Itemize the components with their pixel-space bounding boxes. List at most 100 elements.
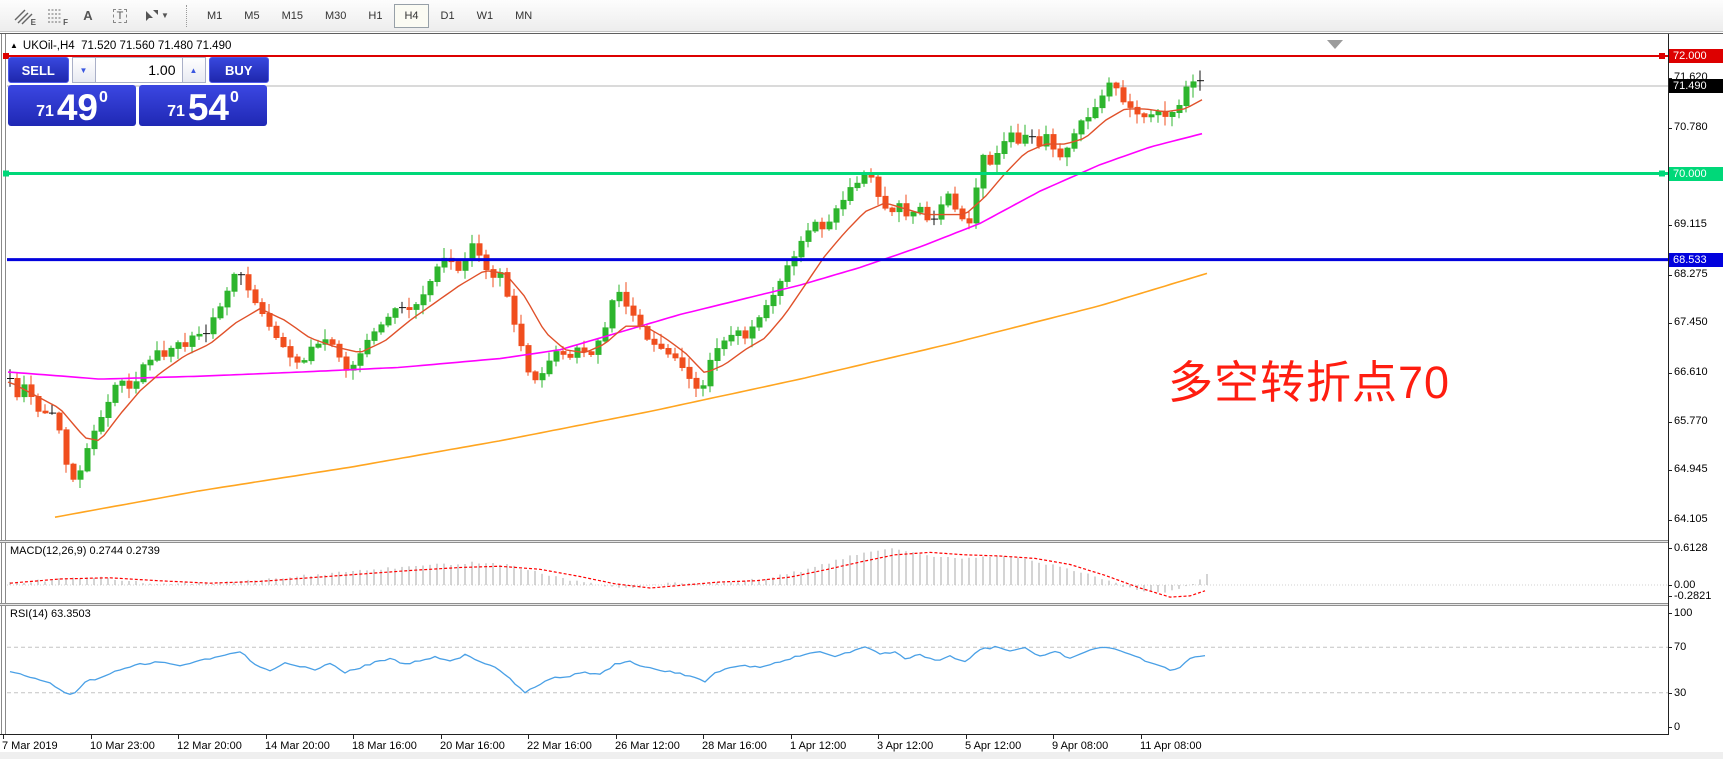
time-tick-label: 12 Mar 20:00	[177, 740, 242, 752]
volume-decrease-button[interactable]: ▼	[71, 57, 96, 83]
sell-price-frac: 0	[99, 89, 108, 106]
timeframe-h1[interactable]: H1	[368, 9, 383, 22]
hline-handle[interactable]	[1659, 170, 1665, 177]
price-tick-label: 67.450	[1674, 316, 1708, 328]
price-level-badge: 72.000	[1669, 49, 1723, 63]
rsi-tick-mark	[1668, 727, 1672, 728]
price-tick-mark	[1668, 78, 1672, 79]
time-tick-label: 9 Apr 08:00	[1052, 740, 1109, 752]
chart-collapse-icon: ▲	[10, 41, 18, 50]
time-tick-label: 5 Apr 12:00	[965, 740, 1022, 752]
doji-candles	[7, 70, 1204, 415]
price-tick-mark	[1668, 422, 1672, 423]
price-axis-border	[1668, 34, 1669, 735]
timeframe-mn[interactable]: MN	[515, 9, 533, 22]
rsi-bottom-border	[0, 734, 1669, 735]
macd-tick-mark	[1668, 585, 1672, 586]
timeframe-w1[interactable]: W1	[476, 9, 494, 22]
macd-signal-line	[9, 551, 1206, 598]
time-tick-mark	[353, 735, 354, 739]
price-tick-label: 65.770	[1674, 415, 1708, 427]
time-tick-label: 14 Mar 20:00	[265, 740, 330, 752]
time-tick-label: 18 Mar 16:00	[352, 740, 417, 752]
chart-left-border-inner	[5, 34, 6, 735]
time-tick-mark	[616, 735, 617, 739]
macd-histogram	[9, 548, 1208, 593]
icon-sub-e: E	[30, 17, 36, 27]
macd-tick-label: 0.00	[1674, 579, 1696, 591]
rsi-line	[9, 645, 1206, 695]
price-tick-mark	[1668, 470, 1672, 471]
price-tick-mark	[1668, 323, 1672, 324]
time-tick-mark	[878, 735, 879, 739]
chart-shift-marker-icon[interactable]	[1327, 40, 1343, 49]
rsi-indicator-canvas[interactable]	[0, 606, 1668, 734]
time-tick-mark	[91, 735, 92, 739]
volume-increase-button[interactable]: ▲	[181, 57, 206, 83]
time-tick-mark	[791, 735, 792, 739]
ma-mid-line[interactable]	[7, 132, 1203, 380]
macd-tick-label: 0.6128	[1674, 542, 1708, 554]
chart-ohlc-values: 71.520 71.560 71.480 71.490	[81, 40, 232, 52]
time-tick-label: 11 Apr 08:00	[1140, 740, 1202, 752]
sell-button[interactable]: SELL	[8, 57, 69, 83]
bid-price-badge: 71.490	[1669, 79, 1723, 93]
arrows-icon[interactable]: ▼	[136, 4, 176, 28]
time-tick-label: 28 Mar 16:00	[702, 740, 767, 752]
time-tick-label: 22 Mar 16:00	[527, 740, 592, 752]
ma-slow-line[interactable]	[54, 272, 1208, 518]
sell-price-pips: 49	[56, 86, 99, 128]
price-tick-label: 69.115	[1674, 218, 1707, 230]
text-icon[interactable]: A	[83, 8, 93, 23]
timeframe-m1[interactable]: M1	[207, 9, 223, 22]
price-tick-mark	[1668, 225, 1672, 226]
text-label-icon[interactable]: T	[104, 4, 136, 28]
time-tick-mark	[266, 735, 267, 739]
timeframe-d1[interactable]: D1	[440, 9, 455, 22]
price-tick-label: 64.945	[1674, 463, 1708, 475]
chart-title: ▲ UKOil-,H4 71.520 71.560 71.480 71.490	[10, 40, 231, 52]
price-tick-label: 66.610	[1674, 366, 1708, 378]
dropdown-caret-icon: ▼	[161, 11, 169, 20]
macd-header: MACD(12,26,9) 0.2744 0.2739	[10, 545, 160, 557]
fibonacci-icon[interactable]: F	[40, 4, 72, 28]
price-tick-mark	[1668, 128, 1672, 129]
macd-indicator-canvas[interactable]	[0, 543, 1668, 603]
sell-price-display[interactable]: 71 49 0	[8, 85, 136, 126]
price-level-badge: 70.000	[1669, 167, 1723, 181]
main-macd-divider[interactable]	[0, 540, 1668, 543]
main-chart-canvas[interactable]	[0, 34, 1668, 540]
price-level-badge: 68.533	[1669, 253, 1723, 267]
up-candles	[21, 74, 1197, 488]
timeframe-m30[interactable]: M30	[324, 9, 347, 22]
time-tick-label: 3 Apr 12:00	[877, 740, 934, 752]
equidistant-channel-icon[interactable]: E	[8, 4, 40, 28]
rsi-tick-label: 100	[1674, 607, 1693, 619]
price-tick-mark	[1668, 373, 1672, 374]
buy-price-display[interactable]: 71 54 0	[139, 85, 267, 126]
rsi-tick-label: 0	[1674, 721, 1681, 733]
buy-button[interactable]: BUY	[208, 57, 269, 83]
toolbar: E F A T ▼ M1 M5 M15 M30 H1 H4 D1 W1 MN	[0, 0, 1723, 32]
sell-price-whole: 71	[36, 103, 54, 120]
hline-handle[interactable]	[3, 53, 9, 59]
price-tick-label: 70.780	[1674, 121, 1708, 133]
buy-price-frac: 0	[230, 89, 239, 106]
macd-rsi-divider[interactable]	[0, 603, 1668, 606]
chart-symbol-period: UKOil-,H4	[22, 40, 75, 52]
ma-fast-line[interactable]	[7, 99, 1203, 442]
buy-price-whole: 71	[167, 103, 185, 120]
macd-tick-mark	[1668, 596, 1672, 597]
hline-handle[interactable]	[1659, 53, 1665, 59]
time-tick-mark	[441, 735, 442, 739]
timeframe-h4[interactable]: H4	[394, 3, 429, 28]
timeframe-m5[interactable]: M5	[244, 9, 260, 22]
chart-left-border	[1, 34, 2, 735]
volume-input[interactable]	[95, 57, 182, 83]
buy-price-pips: 54	[187, 86, 230, 128]
hline-handle[interactable]	[3, 170, 9, 177]
price-tick-label: 68.275	[1674, 268, 1708, 280]
timeframe-m15[interactable]: M15	[281, 9, 303, 22]
rsi-header: RSI(14) 63.3503	[10, 608, 91, 620]
